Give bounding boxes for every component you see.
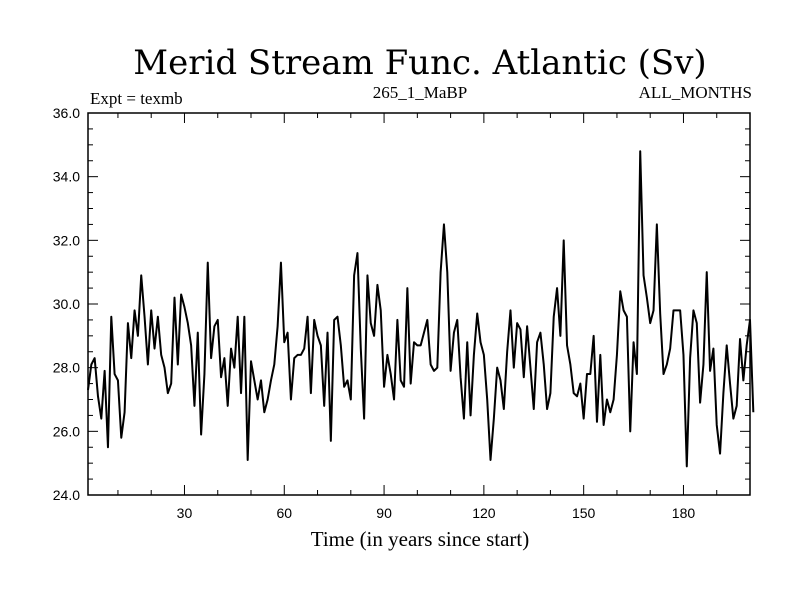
y-tick-label: 28.0 <box>53 360 80 376</box>
series-line <box>87 150 755 468</box>
x-tick-label: 30 <box>177 505 193 521</box>
experiment-label: Expt = texmb <box>90 89 183 108</box>
y-axis-ticks: 24.0 26.0 28.0 30.0 32.0 34.0 36.0 <box>53 105 750 503</box>
x-tick-label: 60 <box>276 505 292 521</box>
y-tick-label: 26.0 <box>53 423 80 439</box>
x-tick-label: 90 <box>376 505 392 521</box>
x-axis-ticks: 30 60 90 120 150 180 <box>117 113 751 521</box>
plot-frame <box>87 112 751 496</box>
x-axis-label: Time (in years since start) <box>311 527 530 551</box>
y-tick-label: 30.0 <box>53 296 80 312</box>
x-tick-label: 180 <box>672 505 696 521</box>
y-tick-label: 36.0 <box>53 105 80 121</box>
run-label: 265_1_MaBP <box>373 83 467 102</box>
y-tick-label: 34.0 <box>53 169 80 185</box>
y-tick-label: 24.0 <box>53 487 80 503</box>
y-tick-label: 32.0 <box>53 232 80 248</box>
x-tick-label: 150 <box>572 505 596 521</box>
chart-title: Merid Stream Func. Atlantic (Sv) <box>133 43 706 83</box>
months-label: ALL_MONTHS <box>639 83 752 102</box>
x-tick-label: 120 <box>472 505 496 521</box>
